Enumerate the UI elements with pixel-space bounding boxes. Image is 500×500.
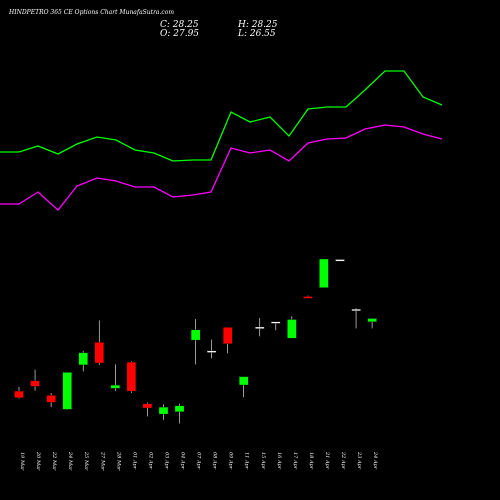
candle-body (94, 342, 104, 364)
candles-layer (14, 258, 377, 424)
candle-body (351, 309, 361, 311)
x-tick-label: 20 Mar (35, 451, 41, 471)
x-tick-label: 01 Apr (131, 452, 137, 470)
x-tick-label: 18 Apr (308, 452, 314, 470)
candle-body (142, 403, 153, 409)
x-tick-label: 15 Apr (260, 452, 266, 470)
x-tick-label: 28 Mar (115, 451, 121, 471)
ohlc-open-label: O: 27.95 (160, 29, 199, 39)
candle-body (62, 372, 72, 410)
x-tick-label: 03 Apr (163, 452, 169, 470)
x-tick-label: 09 Apr (228, 452, 234, 470)
candle-body (319, 258, 329, 288)
x-tick-label: 22 Mar (51, 451, 57, 471)
candle-body (255, 326, 265, 329)
upper-band-line (0, 70, 443, 162)
candle-body (271, 321, 281, 324)
x-tick-label: 21 Apr (324, 451, 330, 470)
candle-body (14, 390, 24, 398)
x-axis-ticks: 19 Mar 20 Mar 22 Mar 24 Mar 25 Mar 27 Mar 28 M… (19, 451, 378, 471)
chart-title: HINDPETRO 365 CE Options Chart MunafaSut… (8, 9, 174, 16)
candle-body (126, 361, 137, 392)
x-tick-label: 27 Mar (99, 451, 105, 471)
ohlc-close-label: C: 28.25 (160, 20, 199, 30)
x-tick-label: 19 Mar (19, 452, 25, 471)
candle-body (158, 406, 169, 415)
candle-body (78, 352, 88, 366)
candle-body (174, 405, 185, 412)
candle-body (46, 395, 56, 403)
candle-body (335, 259, 345, 262)
lower-band-line (0, 124, 443, 211)
bands-layer (0, 70, 443, 211)
x-tick-label: 04 Apr (180, 452, 186, 470)
x-tick-label: 24 Mar (67, 451, 73, 471)
x-tick-label: 25 Mar (83, 451, 89, 471)
x-tick-label: 11 Apr (244, 452, 250, 470)
candle-body (206, 350, 217, 353)
candle-body (223, 327, 233, 344)
x-tick-label: 08 Apr (212, 452, 218, 470)
candle-body (30, 380, 40, 387)
candle-body (303, 296, 313, 299)
candle-body (110, 384, 120, 389)
x-tick-label: 22 Apr (340, 451, 346, 470)
x-tick-label: 02 Apr (147, 452, 153, 470)
ohlc-low-label: L: 26.55 (237, 29, 276, 39)
x-tick-label: 16 Apr (276, 452, 282, 470)
x-tick-label: 24 Apr (372, 451, 378, 470)
candle-body (190, 329, 201, 341)
candle-body (367, 318, 377, 322)
x-tick-label: 23 Apr (356, 451, 362, 470)
x-tick-label: 07 Apr (196, 452, 202, 470)
ohlc-high-label: H: 28.25 (237, 20, 278, 30)
candle-body (287, 319, 297, 339)
candle-body (239, 376, 249, 386)
x-tick-label: 17 Apr (292, 452, 298, 470)
